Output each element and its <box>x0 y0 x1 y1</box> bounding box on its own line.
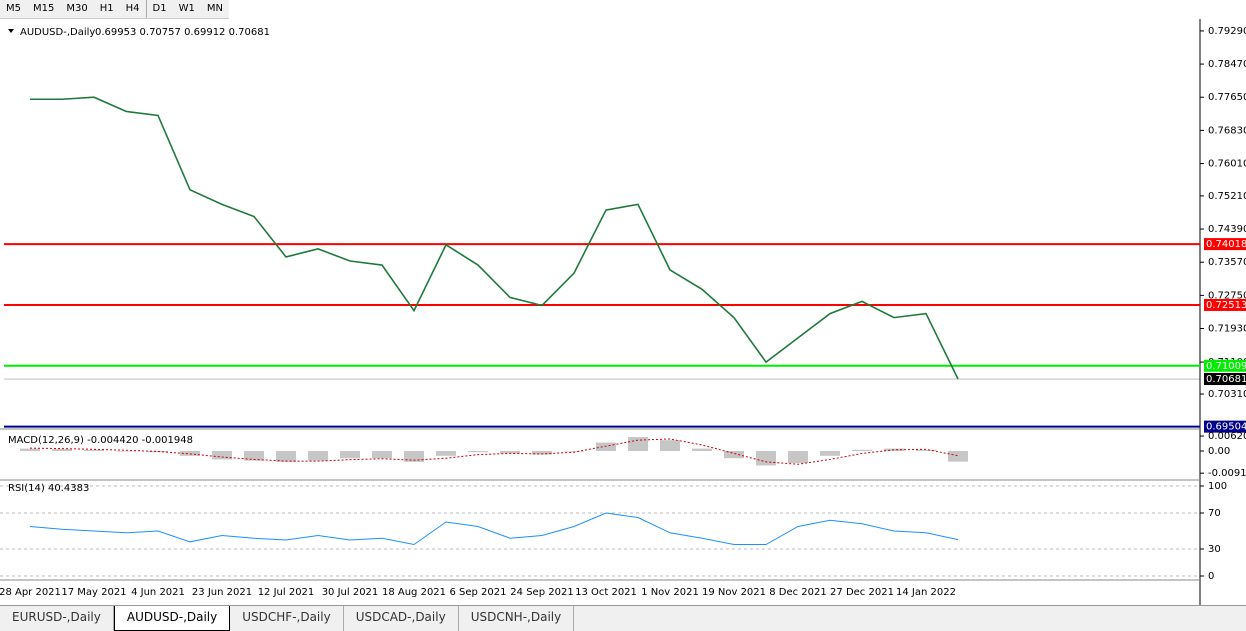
quote: 0.69953 0.70757 0.69912 0.70681 <box>95 27 270 38</box>
chart-tab[interactable]: USDCAD-,Daily <box>344 606 459 631</box>
x-tick-label: 19 Nov 2021 <box>702 587 766 598</box>
y-tick-label: 0.73570 <box>1208 257 1246 268</box>
x-tick-label: 13 Oct 2021 <box>575 587 637 598</box>
x-tick-label: 14 Jan 2022 <box>896 587 956 598</box>
y-tick-label: 30 <box>1208 544 1221 555</box>
macd-bar <box>84 449 104 452</box>
macd-bar <box>756 451 776 466</box>
macd-bar <box>660 440 680 452</box>
x-tick-label: 28 Apr 2021 <box>0 587 61 598</box>
level-label-bg <box>1204 373 1246 386</box>
macd-bar <box>372 451 392 459</box>
x-tick-label: 1 Nov 2021 <box>641 587 699 598</box>
x-tick-label: 12 Jul 2021 <box>258 587 315 598</box>
chart-tab[interactable]: AUDUSD-,Daily <box>113 606 231 631</box>
level-label: 0.72513 <box>1206 300 1246 311</box>
timeframe-button[interactable]: H4 <box>125 3 140 14</box>
chart-window: 0.79290 0.78470 0.77650 0.76830 0.76010 0.752… <box>0 19 1246 605</box>
x-tick-label: 23 Jun 2021 <box>192 587 252 598</box>
chart-tabs: EURUSD-,Daily AUDUSD-,Daily USDCHF-,Daily U… <box>0 605 1246 631</box>
timeframe-button[interactable]: W1 <box>178 3 195 14</box>
macd-bar <box>628 437 648 452</box>
macd-signal <box>29 438 959 465</box>
y-tick-label: 70 <box>1208 508 1221 519</box>
chart-tab[interactable]: USDCNH-,Daily <box>459 606 575 631</box>
macd-bar <box>244 451 264 461</box>
level-label: 0.74018 <box>1206 239 1246 250</box>
x-tick-label: 8 Dec 2021 <box>769 587 827 598</box>
macd-bar <box>212 451 232 460</box>
timeframe-button[interactable]: M30 <box>66 3 88 14</box>
title-marker <box>8 29 14 33</box>
y-tick-label: 0.77650 <box>1208 92 1246 103</box>
macd-bar <box>308 451 328 461</box>
timeframe-button[interactable]: D1 <box>145 0 173 18</box>
timeframe-button[interactable]: H1 <box>99 3 114 14</box>
x-tick-label: 6 Sep 2021 <box>449 587 506 598</box>
y-tick-label: 0.72750 <box>1208 290 1246 301</box>
timeframe-button[interactable]: M15 <box>33 3 55 14</box>
y-tick-label: 0.00 <box>1208 446 1230 457</box>
macd-bar <box>500 451 520 454</box>
macd-bar <box>276 451 296 462</box>
macd-bar <box>52 449 72 452</box>
macd-bar <box>692 448 712 452</box>
y-tick-label: 0.71930 <box>1208 324 1246 335</box>
timeframe-toolbar: M5 M15 M30 H1 H4 D1 W1 MN <box>0 0 229 19</box>
macd-bar <box>20 448 40 452</box>
macd-bar <box>724 451 744 459</box>
y-tick-label: 0.79290 <box>1208 26 1246 37</box>
macd-bar <box>788 451 808 464</box>
y-tick-label: 0 <box>1208 571 1214 582</box>
y-tick-label: 0.76830 <box>1208 125 1246 136</box>
level-label-bg <box>1204 298 1246 311</box>
y-tick-label: 0.70310 <box>1208 389 1246 400</box>
macd-bar <box>852 449 872 452</box>
x-tick-label: 27 Dec 2021 <box>830 587 894 598</box>
level-label-bg <box>1204 420 1246 433</box>
y-tick-label: -0.009197 <box>1208 468 1246 479</box>
level-label: 0.69504 <box>1206 422 1246 433</box>
y-tick-label: 0.78470 <box>1208 59 1246 70</box>
macd-bar <box>532 451 552 455</box>
macd-bar <box>916 449 936 452</box>
x-tick-label: 24 Sep 2021 <box>510 587 573 598</box>
y-tick-label: 0.75210 <box>1208 191 1246 202</box>
macd-bar <box>596 442 616 452</box>
level-label: 0.70681 <box>1206 374 1246 385</box>
level-label: 0.71009 <box>1206 361 1246 372</box>
chart-tab[interactable]: EURUSD-,Daily <box>0 606 114 631</box>
x-tick-label: 30 Jul 2021 <box>322 587 379 598</box>
timeframe-button[interactable]: MN <box>206 3 223 14</box>
timeframe-button[interactable]: M5 <box>6 3 21 14</box>
macd-bar <box>564 451 584 452</box>
macd-bar <box>948 451 968 462</box>
macd-bar <box>340 451 360 459</box>
level-label-bg <box>1204 238 1246 251</box>
y-tick-label: 0.76010 <box>1208 159 1246 170</box>
macd-bar <box>404 451 424 462</box>
y-tick-label: 100 <box>1208 481 1227 492</box>
panel-title: MACD(12,26,9) -0.004420 -0.001948 <box>8 435 193 446</box>
macd-bar <box>436 451 456 456</box>
panel-title: RSI(14) 40.4383 <box>8 483 89 494</box>
macd-bar <box>116 451 136 452</box>
macd-bar <box>468 451 488 453</box>
chart-tab[interactable]: USDCHF-,Daily <box>230 606 344 631</box>
level-label-bg <box>1204 359 1246 372</box>
price-line <box>30 96 959 380</box>
rsi-line <box>29 512 959 546</box>
x-tick-label: 18 Aug 2021 <box>382 587 446 598</box>
x-tick-label: 17 May 2021 <box>61 587 126 598</box>
y-tick-label: 0.006201 <box>1208 431 1246 442</box>
x-tick-label: 4 Jun 2021 <box>131 587 185 598</box>
macd-bar <box>820 451 840 456</box>
y-tick-label: 0.74390 <box>1208 224 1246 235</box>
chart-title: AUDUSD-,Daily <box>20 27 95 38</box>
